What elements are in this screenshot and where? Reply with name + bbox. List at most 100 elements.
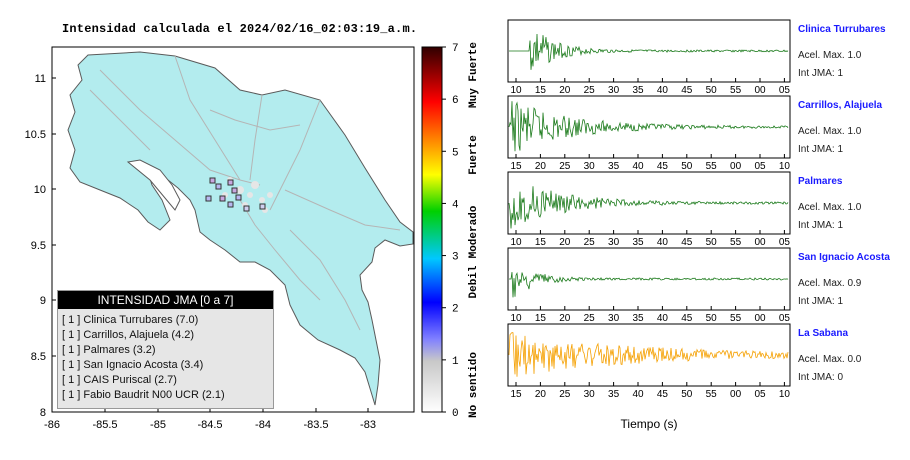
map-title: Intensidad calculada el 2024/02/16_02:03… — [62, 22, 418, 36]
time-tick-label: 15 — [535, 85, 547, 96]
province-boundaries — [89, 55, 401, 331]
time-tick-label: 05 — [779, 237, 791, 248]
time-tick-label: 50 — [681, 389, 693, 400]
legend-item: [ 1 ] Palmares (3.2) — [62, 344, 156, 356]
colorbar-tick-label: 5 — [452, 147, 459, 159]
colorbar-category-label: Moderado — [468, 205, 480, 258]
legend-item: [ 1 ] San Ignacio Acosta (3.4) — [62, 359, 204, 371]
time-tick-label: 50 — [706, 313, 718, 324]
time-tick-label: 20 — [559, 237, 571, 248]
time-tick-label: 20 — [559, 85, 571, 96]
time-tick-label: 50 — [706, 85, 718, 96]
time-tick-label: 50 — [706, 237, 718, 248]
waveform-panel: 10 15 20 25 30 35 40 45 50 55 00 05 San Ignacio Acos… — [507, 247, 890, 324]
time-tick-label: 10 — [510, 313, 522, 324]
waveform-trace — [508, 332, 789, 377]
time-tick-label: 15 — [510, 389, 522, 400]
time-tick-label: 25 — [584, 237, 596, 248]
time-tick-label: 30 — [608, 85, 620, 96]
waveform-panel: 10 15 20 25 30 35 40 45 50 55 00 05 Palmares Acel. Ma… — [507, 171, 862, 248]
lat-tick-label: 10 — [34, 184, 46, 196]
time-tick-label: 00 — [730, 161, 742, 172]
waveform-panel: 10 15 20 25 30 35 40 45 50 55 00 05 Clinica Turrubar… — [507, 19, 886, 96]
lat-tick-label: 9.5 — [31, 240, 46, 252]
lat-tick-label: 8 — [40, 407, 46, 419]
legend-item: [ 1 ] Fabio Baudrit N00 UCR (2.1) — [62, 389, 225, 401]
station-name: Clinica Turrubares — [798, 24, 886, 35]
lon-tick-label: -85.5 — [92, 419, 117, 431]
time-tick-label: 35 — [608, 161, 620, 172]
jma-intensity: Int JMA: 1 — [798, 220, 843, 231]
colorbar-tick-label: 0 — [452, 408, 459, 420]
time-axis-label: Tiempo (s) — [621, 417, 678, 431]
time-tick-label: 10 — [510, 237, 522, 248]
time-tick-label: 45 — [681, 85, 693, 96]
legend-title: INTENSIDAD JMA [0 a 7] — [58, 291, 273, 309]
colorbar-category-label: Muy Fuerte — [468, 42, 480, 108]
colorbar-ticks: 0 1 2 3 4 5 6 7 No sentido Debil Moderado Fuerte Muy… — [442, 42, 480, 420]
waveform-frame — [507, 247, 791, 311]
time-tick-label: 05 — [754, 161, 766, 172]
time-tick-label: 45 — [681, 237, 693, 248]
time-tick-label: 25 — [559, 161, 571, 172]
colorbar-tick-label: 6 — [452, 95, 459, 107]
lon-tick-label: -83.5 — [303, 419, 328, 431]
station-name: San Ignacio Acosta — [798, 252, 890, 263]
time-tick-label: 40 — [657, 85, 669, 96]
lat-tick-label: 11 — [35, 73, 46, 85]
costa-rica-landmass — [67, 51, 414, 406]
time-tick-label: 00 — [730, 389, 742, 400]
intensity-legend: INTENSIDAD JMA [0 a 7] [ 1 ] Clinica Tur… — [57, 290, 274, 409]
jma-intensity: Int JMA: 1 — [798, 68, 843, 79]
accel-max: Acel. Max. 0.9 — [798, 278, 862, 289]
time-tick-label: 15 — [535, 313, 547, 324]
time-tick-label: 25 — [559, 389, 571, 400]
time-tick-label: 30 — [608, 313, 620, 324]
time-tick-label: 45 — [657, 389, 669, 400]
lat-tick-label: 9 — [40, 295, 46, 307]
time-tick-label: 20 — [559, 313, 571, 324]
time-tick-label: 20 — [535, 389, 547, 400]
nicoya-gulf — [126, 159, 181, 211]
accel-max: Acel. Max. 1.0 — [798, 202, 862, 213]
time-tick-label: 40 — [632, 389, 644, 400]
colorbar-tick-label: 3 — [452, 252, 459, 264]
time-tick-label: 25 — [584, 85, 596, 96]
waveform-panels: 10 15 20 25 30 35 40 45 50 55 00 05 Clinica Turrubar… — [507, 19, 890, 431]
legend-item: [ 1 ] Carrillos, Alajuela (4.2) — [62, 329, 195, 341]
jma-intensity: Int JMA: 1 — [798, 296, 843, 307]
colorbar-category-label: Fuerte — [468, 135, 480, 175]
accel-max: Acel. Max. 1.0 — [798, 126, 862, 137]
colorbar-tick-label: 4 — [452, 199, 459, 211]
time-tick-label: 40 — [657, 237, 669, 248]
time-tick-label: 05 — [779, 85, 791, 96]
time-tick-label: 25 — [584, 313, 596, 324]
time-tick-label: 55 — [730, 313, 742, 324]
waveform-trace — [508, 186, 789, 229]
colorbar-tick-label: 7 — [452, 43, 459, 55]
time-tick-label: 00 — [754, 313, 766, 324]
colorbar-tick-label: 2 — [452, 304, 459, 316]
station-markers — [205, 177, 266, 212]
time-tick-label: 00 — [754, 85, 766, 96]
time-tick-label: 15 — [535, 237, 547, 248]
lon-tick-label: -85 — [150, 419, 166, 431]
waveform-panel: 15 20 25 30 35 40 45 50 55 00 05 10 Carrillos, Alaju… — [507, 95, 883, 172]
time-tick-label: 45 — [657, 161, 669, 172]
legend-item: [ 1 ] Clinica Turrubares (7.0) — [62, 314, 199, 326]
time-tick-label: 35 — [632, 85, 644, 96]
time-tick-label: 40 — [632, 161, 644, 172]
legend-item: [ 1 ] CAIS Puriscal (2.7) — [62, 374, 177, 386]
time-tick-label: 20 — [535, 161, 547, 172]
time-tick-label: 05 — [779, 313, 791, 324]
waveform-trace — [508, 101, 789, 152]
time-tick-label: 35 — [632, 237, 644, 248]
time-tick-label: 05 — [754, 389, 766, 400]
time-tick-label: 50 — [681, 161, 693, 172]
time-tick-label: 15 — [510, 161, 522, 172]
lat-tick-label: 8.5 — [31, 351, 46, 363]
time-tick-label: 55 — [706, 389, 718, 400]
accel-max: Acel. Max. 0.0 — [798, 354, 862, 365]
waveform-panel: 15 20 25 30 35 40 45 50 55 00 05 10 La Sabana Acel. M… — [507, 323, 862, 400]
